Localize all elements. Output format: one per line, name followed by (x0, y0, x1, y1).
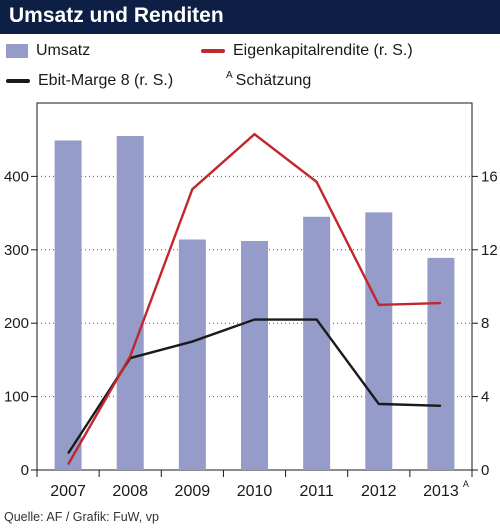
y-right-tick-label: 4 (481, 389, 489, 406)
legend-label-ebit: Ebit-Marge 8 (r. S.) (38, 72, 174, 89)
x-tick-label-2013: 2013 (423, 483, 459, 500)
y-right-tick-label: 0 (481, 462, 489, 479)
legend-item-ebit: Ebit-Marge 8 (r. S.) (6, 72, 173, 90)
bar-2013 (427, 257, 455, 470)
bar-2012 (365, 212, 393, 470)
y-left-tick-label: 100 (4, 389, 29, 406)
y-right-tick-label: 16 (481, 168, 498, 185)
legend-swatch-ek (201, 49, 225, 53)
x-tick-label-2011: 2011 (299, 483, 334, 500)
y-left-tick-label: 200 (4, 315, 29, 332)
legend-item-ek: Eigenkapitalrendite (r. S.) (201, 42, 413, 60)
x-tick-label-2007: 2007 (50, 483, 86, 500)
bar-2009 (178, 239, 206, 470)
legend-label-umsatz: Umsatz (36, 42, 91, 59)
x-tick-label-2008: 2008 (112, 483, 148, 500)
legend-label-ek: Eigenkapitalrendite (r. S.) (233, 42, 413, 59)
x-tick-label-2009: 2009 (175, 483, 211, 500)
ek-line (67, 132, 441, 466)
x-tick-label-2012: 2012 (361, 483, 397, 500)
y-right-tick-label: 12 (481, 242, 498, 259)
legend-swatch-ebit (6, 79, 30, 83)
bar-2011 (303, 216, 331, 470)
chart-title: Umsatz und Renditen (9, 4, 224, 27)
bar-2010 (241, 240, 268, 470)
y-left-tick-label: 0 (21, 462, 29, 479)
y-left-tick-label: 400 (4, 168, 29, 185)
legend-swatch-umsatz (6, 44, 28, 58)
y-left-tick-label: 300 (4, 242, 29, 259)
bar-2008 (116, 136, 144, 470)
x-tick-label-2010: 2010 (237, 483, 273, 500)
legend-item-note: A Schätzung (226, 69, 312, 90)
y-right-tick-label: 8 (481, 315, 489, 332)
legend-label-note: Schätzung (235, 72, 312, 89)
bar-2007 (54, 140, 82, 470)
title-bar: Umsatz und Renditen (0, 0, 500, 34)
x-tick-note-mark: A (463, 479, 469, 489)
legend: Umsatz Ebit-Marge 8 (r. S.) Eigenkapital… (0, 36, 500, 102)
source-note: Quelle: AF / Grafik: FuW, vp (4, 510, 159, 524)
legend-note-mark: A (226, 69, 233, 81)
legend-item-umsatz: Umsatz (6, 42, 90, 60)
